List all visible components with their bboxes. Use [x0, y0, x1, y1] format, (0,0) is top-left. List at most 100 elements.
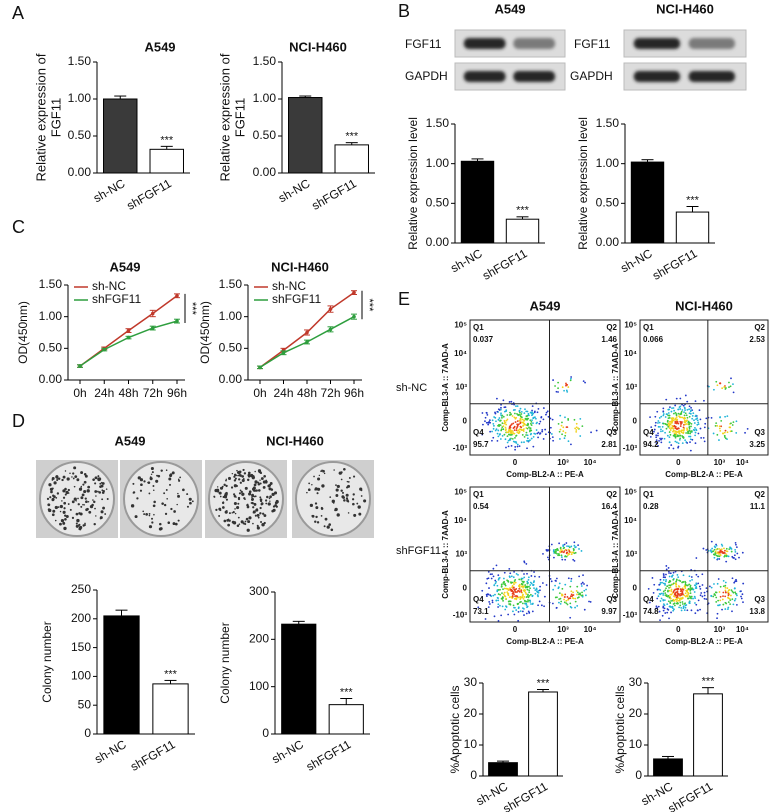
- legend-label: sh-NC: [92, 279, 126, 293]
- colony: [177, 492, 179, 495]
- event-dot: [520, 578, 523, 581]
- event-dot: [689, 435, 692, 438]
- event-dot: [484, 618, 487, 620]
- event-dot: [686, 430, 689, 433]
- event-dot: [668, 414, 671, 417]
- event-dot: [513, 441, 516, 443]
- colony: [97, 490, 99, 493]
- event-dot: [710, 586, 713, 589]
- event-dot: [667, 425, 670, 428]
- event-dot: [527, 593, 529, 596]
- event-dot: [538, 575, 541, 578]
- significance: ***: [702, 676, 716, 688]
- colony: [343, 499, 346, 502]
- event-dot: [675, 397, 678, 400]
- colony: [159, 522, 162, 526]
- event-dot: [667, 600, 670, 603]
- event-dot: [685, 423, 688, 425]
- event-dot: [503, 594, 506, 597]
- event-dot: [527, 581, 529, 584]
- colony: [167, 521, 171, 524]
- event-dot: [574, 551, 577, 554]
- event-dot: [677, 585, 680, 587]
- event-dot: [501, 596, 504, 598]
- event-dot: [728, 386, 730, 389]
- colony: [106, 498, 109, 500]
- colony: [153, 513, 155, 516]
- event-dot: [506, 418, 509, 421]
- event-dot: [576, 605, 579, 607]
- event-dot: [512, 576, 515, 579]
- colony: [105, 488, 108, 490]
- event-dot: [672, 582, 675, 585]
- event-dot: [703, 594, 706, 597]
- colony: [67, 488, 70, 492]
- colony: [78, 525, 83, 530]
- point: [126, 335, 131, 340]
- event-dot: [509, 572, 512, 575]
- event-dot: [556, 552, 558, 555]
- event-dot: [570, 553, 573, 555]
- colony: [256, 513, 260, 517]
- event-dot: [655, 434, 658, 437]
- colony: [49, 496, 52, 499]
- colony: [94, 490, 98, 493]
- event-dot: [559, 428, 562, 431]
- flow-y-tick-label: 10⁵: [624, 321, 637, 330]
- colony: [89, 504, 94, 509]
- flow-x-label: Comp-BL2-A :: PE-A: [665, 470, 743, 479]
- colony: [151, 521, 154, 524]
- colony: [262, 480, 267, 484]
- event-dot: [663, 437, 666, 440]
- event-dot: [707, 385, 710, 388]
- event-dot: [526, 437, 529, 440]
- flow-y-label: Comp-BL3-A :: 7AAD-A: [611, 510, 620, 599]
- colony: [100, 481, 103, 484]
- event-dot: [557, 391, 559, 393]
- event-dot: [675, 585, 678, 588]
- event-dot: [651, 577, 654, 579]
- event-dot: [672, 427, 674, 430]
- event-dot: [713, 553, 716, 556]
- colony: [242, 477, 245, 480]
- event-dot: [684, 580, 686, 583]
- colony: [216, 486, 219, 488]
- event-dot: [568, 553, 571, 556]
- event-dot: [668, 427, 671, 429]
- blot-row-label: FGF11: [405, 37, 442, 51]
- event-dot: [563, 601, 566, 604]
- event-dot: [485, 595, 488, 597]
- event-dot: [666, 424, 668, 426]
- event-dot: [566, 545, 568, 547]
- event-dot: [744, 431, 746, 434]
- event-dot: [735, 546, 738, 549]
- quadrant-value: 16.4: [601, 502, 617, 511]
- event-dot: [496, 589, 499, 592]
- event-dot: [662, 574, 665, 577]
- colony: [334, 507, 338, 512]
- event-dot: [659, 593, 662, 596]
- event-dot: [569, 605, 572, 608]
- event-dot: [519, 610, 522, 613]
- colony: [157, 474, 161, 478]
- colony: [189, 501, 192, 505]
- colony: [241, 478, 245, 483]
- event-dot: [512, 581, 515, 584]
- event-dot: [726, 587, 729, 590]
- event-dot: [570, 376, 573, 378]
- event-dot: [510, 596, 513, 598]
- event-dot: [695, 557, 698, 559]
- event-dot: [689, 579, 691, 582]
- event-dot: [557, 554, 559, 557]
- point: [352, 290, 356, 295]
- event-dot: [554, 385, 556, 387]
- event-dot: [533, 575, 536, 578]
- quadrant-value: 3.25: [749, 440, 765, 449]
- event-dot: [683, 407, 686, 410]
- quadrant-name: Q4: [473, 428, 484, 437]
- event-dot: [523, 600, 526, 602]
- colony: [259, 512, 262, 515]
- event-dot: [724, 549, 726, 552]
- event-dot: [685, 414, 688, 417]
- colony: [52, 509, 56, 513]
